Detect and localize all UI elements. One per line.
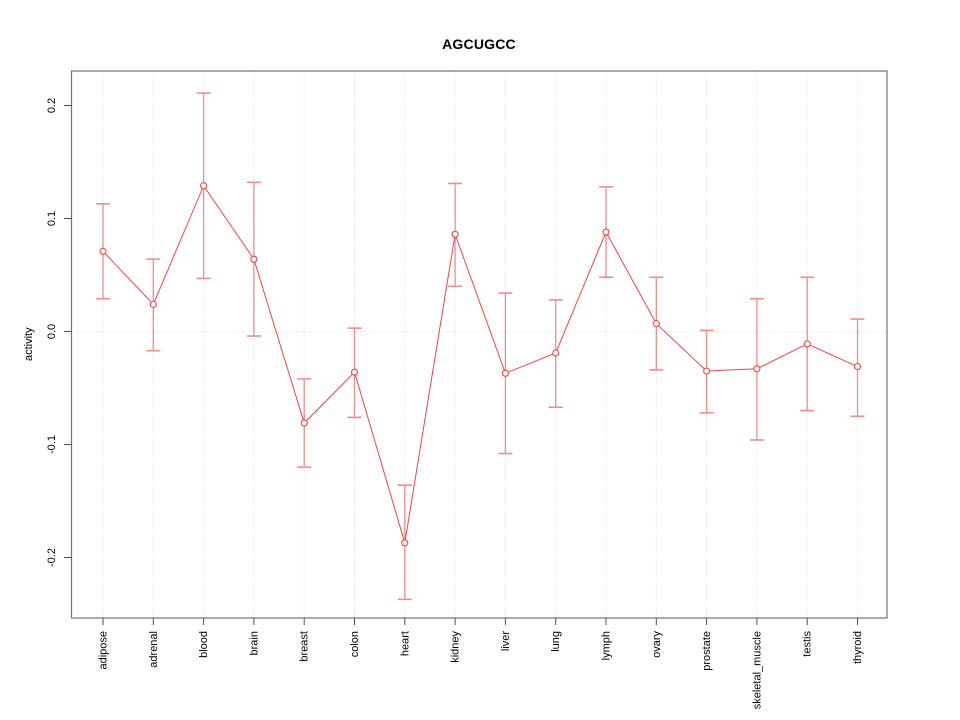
x-tick-label-heart: heart	[399, 631, 411, 656]
x-tick-label-adipose: adipose	[98, 631, 110, 670]
x-tick-label-adrenal: adrenal	[148, 631, 160, 668]
data-point-lymph	[602, 228, 610, 236]
series-line	[102, 184, 858, 543]
x-tick-label-blood: blood	[198, 631, 210, 658]
data-point-colon	[350, 368, 359, 376]
data-point-adipose	[99, 247, 107, 255]
x-tick-label-liver: liver	[500, 631, 512, 652]
data-point-liver	[501, 369, 509, 377]
data-point-brain	[250, 255, 258, 263]
x-tick-label-colon: colon	[349, 631, 361, 657]
x-tick-label-lung: lung	[550, 631, 562, 652]
data-point-ovary	[652, 320, 660, 328]
data-point-kidney	[451, 230, 459, 238]
y-tick-label: 0.2	[46, 98, 58, 113]
chart-title: AGCUGCC	[442, 36, 516, 52]
x-tick-label-thyroid: thyroid	[852, 631, 864, 664]
data-point-blood	[200, 182, 208, 190]
data-point-testis	[803, 340, 811, 348]
plot-frame	[70, 70, 888, 619]
x-tick-label-skeletal_muscle: skeletal_muscle	[751, 631, 763, 709]
x-tick-label-testis: testis	[802, 631, 814, 657]
y-tick-label: 0.1	[46, 211, 58, 226]
x-tick-label-brain: brain	[248, 631, 260, 655]
data-point-adrenal	[149, 300, 157, 308]
x-tick-label-kidney: kidney	[450, 631, 462, 663]
y-tick-label: -0.1	[46, 435, 58, 454]
data-point-breast	[300, 419, 308, 427]
x-tick-label-breast: breast	[299, 631, 311, 662]
data-point-skeletal_muscle	[753, 365, 761, 373]
x-tick-label-ovary: ovary	[651, 631, 663, 658]
y-tick-label: 0.0	[46, 324, 58, 339]
x-tick-label-lymph: lymph	[601, 631, 613, 660]
x-tick-label-prostate: prostate	[701, 631, 713, 671]
data-point-thyroid	[853, 362, 862, 371]
data-point-prostate	[703, 367, 711, 375]
data-point-heart	[401, 539, 409, 547]
y-tick-label: -0.2	[46, 548, 58, 567]
data-point-lung	[552, 349, 560, 357]
